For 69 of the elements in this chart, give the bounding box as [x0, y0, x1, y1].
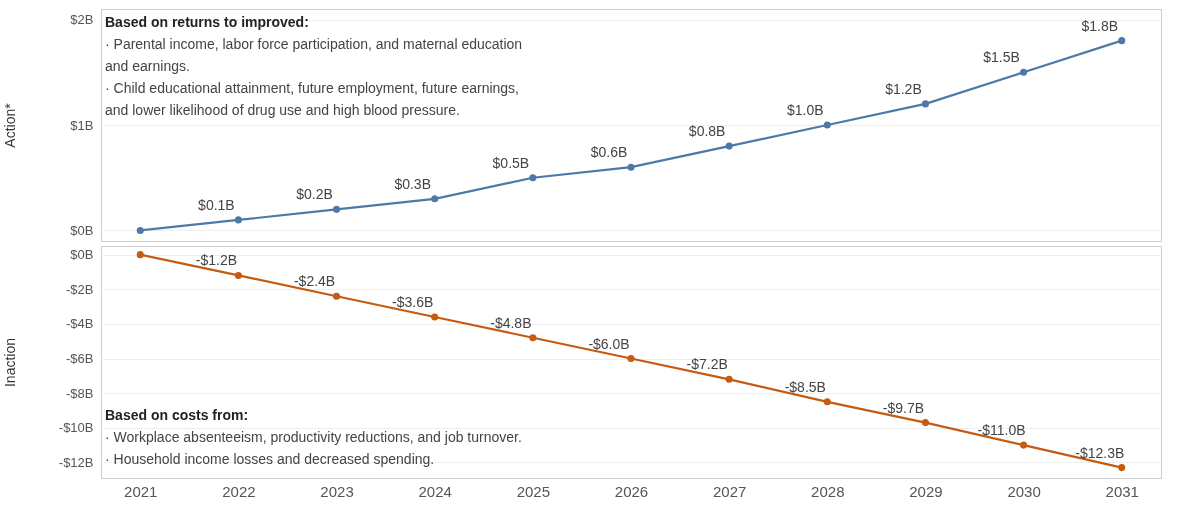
annotation: Based on costs from: — [105, 407, 249, 423]
y-tick-label: -$10B — [58, 420, 94, 436]
x-tick-label: 2031 — [1105, 482, 1139, 500]
data-label: $0.6B — [590, 144, 628, 161]
point — [136, 251, 144, 259]
point — [136, 226, 144, 234]
point — [333, 292, 341, 300]
point — [627, 355, 635, 363]
y-axis-title: Inaction — [1, 337, 18, 388]
x-tick-label: 2024 — [418, 482, 452, 500]
x-tick-label: 2026 — [614, 482, 649, 500]
point — [1020, 441, 1028, 449]
data-label: -$1.2B — [195, 252, 238, 269]
data-label: $1.8B — [1081, 17, 1119, 34]
y-tick-label: $1B — [70, 117, 94, 133]
y-tick-label: -$12B — [58, 454, 94, 470]
point — [725, 142, 733, 150]
data-label: -$6.0B — [588, 335, 630, 352]
x-tick-label: 2030 — [1007, 482, 1041, 500]
data-label: $1.5B — [983, 49, 1020, 66]
data-label: $0.5B — [492, 154, 530, 171]
data-label: $0.2B — [296, 186, 333, 203]
annotation: Based on returns to improved: — [105, 14, 309, 30]
y-tick-label: -$2B — [66, 281, 94, 297]
x-tick-label: 2022 — [222, 482, 256, 500]
annotation: · Parental income, labor force participation, and maternal education and earnings. · Child educational attainment, future employment, future earnings, and lower likelihood of drug use and high blood pressure. — [105, 36, 523, 118]
data-label: -$4.8B — [490, 314, 532, 331]
data-label: -$2.4B — [293, 273, 336, 290]
y-tick-label: $0B — [70, 247, 94, 263]
x-tick-label: 2021 — [124, 482, 158, 500]
data-label: -$11.0B — [977, 422, 1026, 439]
point — [725, 375, 733, 383]
data-label: $1.2B — [885, 80, 922, 97]
y-tick-label: -$8B — [66, 385, 94, 401]
data-label: -$9.7B — [882, 399, 925, 416]
data-label: -$7.2B — [686, 356, 728, 373]
y-tick-label: -$4B — [66, 316, 94, 332]
point — [823, 121, 831, 129]
point — [234, 271, 242, 279]
point — [921, 419, 929, 427]
point — [333, 205, 341, 213]
data-label: -$3.6B — [392, 293, 434, 310]
point — [431, 313, 439, 321]
point — [1118, 464, 1126, 472]
point — [1118, 37, 1126, 45]
annotation: · Workplace absenteeism, productivity reductions, and job turnover. · Household income losses and decreased spending. — [105, 429, 522, 467]
y-tick-label: -$6B — [66, 351, 94, 367]
x-tick-label: 2029 — [909, 482, 943, 500]
data-label: -$8.5B — [784, 378, 826, 395]
point — [627, 163, 635, 171]
x-tick-label: 2025 — [516, 482, 551, 500]
point — [431, 195, 439, 203]
point — [921, 100, 929, 108]
x-tick-label: 2027 — [712, 482, 747, 500]
point — [529, 334, 537, 342]
data-label: $1.0B — [787, 102, 824, 118]
data-label: $0.3B — [394, 175, 431, 192]
x-tick-label: 2028 — [811, 482, 845, 500]
point — [823, 398, 831, 406]
y-tick-label: $0B — [70, 222, 94, 238]
data-label: -$12.3B — [1075, 444, 1125, 461]
data-label: $0.8B — [688, 123, 726, 140]
y-tick-label: $2B — [70, 12, 94, 28]
x-tick-label: 2023 — [320, 482, 354, 500]
data-label: $0.1B — [198, 196, 235, 213]
point — [1020, 68, 1028, 76]
point — [234, 216, 242, 224]
y-axis-title: Action* — [1, 102, 18, 148]
point — [529, 174, 537, 182]
